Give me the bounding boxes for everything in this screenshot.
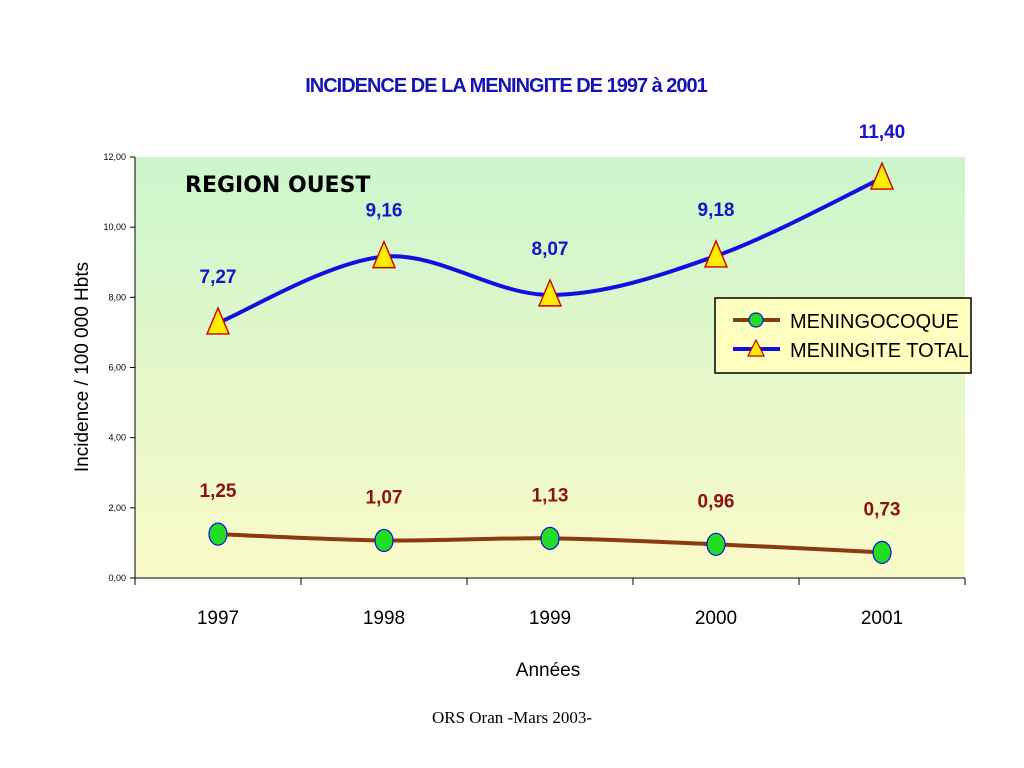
series-meningocoque — [208, 522, 892, 564]
data-label: 8,07 — [532, 239, 569, 260]
data-label: 1,25 — [200, 481, 237, 502]
chart-title: INCIDENCE DE LA MENINGITE DE 1997 à 2001 — [305, 75, 707, 97]
y-tick-label: 8,00 — [108, 292, 126, 302]
legend-marker-total — [747, 338, 765, 357]
data-point-triangle — [205, 306, 231, 335]
data-point-circle — [540, 526, 560, 550]
x-tick-label: 1998 — [363, 608, 405, 629]
y-tick-label: 10,00 — [103, 222, 126, 232]
footer-credit: ORS Oran -Mars 2003- — [431, 708, 593, 727]
legend-label-total: MENINGITE TOTAL — [790, 340, 969, 362]
x-tick-label: 2001 — [861, 608, 903, 629]
region-label: REGION OUEST — [185, 173, 370, 198]
y-tick-label: 2,00 — [108, 503, 126, 513]
data-label: 1,07 — [366, 487, 403, 508]
data-label: 11,40 — [859, 122, 906, 143]
data-point-triangle — [537, 278, 563, 307]
data-label: 1,13 — [532, 485, 569, 506]
data-point-circle — [872, 540, 892, 564]
x-tick-label: 2000 — [695, 608, 737, 629]
x-tick-label: 1999 — [529, 608, 571, 629]
legend-box — [714, 297, 972, 374]
y-tick-label: 12,00 — [103, 152, 126, 162]
data-point-triangle — [371, 239, 397, 269]
data-point-circle — [208, 522, 228, 546]
data-label: 0,73 — [864, 499, 901, 520]
series-layer — [205, 161, 895, 564]
y-tick-label: 4,00 — [108, 433, 126, 443]
x-tick-label: 1997 — [197, 608, 239, 629]
y-axis-title: Incidence / 100 000 Hbts — [72, 262, 93, 472]
legend-marker-meningocoque — [748, 312, 764, 328]
data-point-circle — [374, 528, 394, 553]
chart: INCIDENCE DE LA MENINGITE DE 1997 à 2001… — [72, 75, 972, 681]
y-tick-label: 0,00 — [108, 573, 126, 583]
data-label: 9,18 — [698, 200, 735, 221]
x-axis-title: Années — [516, 660, 580, 681]
series-meningite-total — [205, 161, 895, 335]
data-point-triangle — [869, 161, 895, 190]
x-axis: 1997 1998 1999 2000 2001 — [134, 577, 966, 629]
data-label: 0,96 — [698, 491, 735, 512]
y-axis: 0,00 2,00 4,00 6,00 8,00 10,00 12,00 — [103, 152, 136, 583]
y-tick-label: 6,00 — [108, 363, 126, 373]
legend: MENINGOCOQUE MENINGITE TOTAL — [714, 297, 972, 374]
data-point-triangle — [703, 239, 729, 268]
data-label: 9,16 — [366, 201, 403, 222]
data-label: 7,27 — [200, 267, 237, 288]
data-labels: 1,25 1,07 1,13 0,96 0,73 7,27 9,16 8,07 9,18 11,4… — [200, 122, 906, 520]
data-point-circle — [706, 532, 726, 556]
legend-label-meningocoque: MENINGOCOQUE — [790, 311, 959, 333]
